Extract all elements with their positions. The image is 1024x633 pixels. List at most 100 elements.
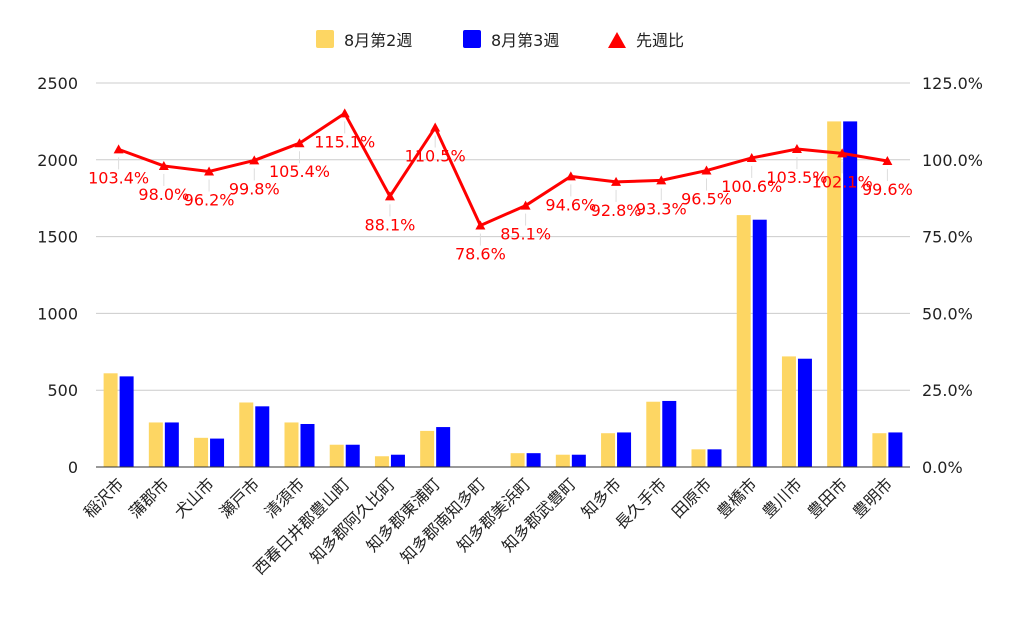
bar-week3 — [210, 438, 225, 467]
data-label: 96.2% — [184, 190, 235, 209]
bar-week3 — [662, 400, 677, 467]
bar-week2 — [736, 215, 751, 467]
data-label: 88.1% — [365, 215, 416, 234]
bar-week2 — [691, 449, 706, 467]
data-label: 103.5% — [766, 168, 827, 187]
category-label: 田原市 — [668, 474, 715, 521]
category-label: 豊田市 — [804, 474, 851, 521]
bar-week3 — [752, 219, 767, 467]
right-tick-label: 25.0% — [922, 381, 973, 400]
data-label: 115.1% — [314, 132, 375, 151]
data-label: 99.8% — [229, 179, 280, 198]
bar-week2 — [284, 422, 299, 467]
data-label: 99.6% — [862, 180, 913, 199]
data-label: 102.1% — [812, 172, 873, 191]
category-label: 豊川市 — [758, 474, 805, 521]
bar-week2 — [601, 433, 616, 467]
triangle-marker — [249, 155, 260, 165]
label-layer: 103.4%98.0%96.2%99.8%105.4% 115.1% 88.1% 11… — [88, 121, 913, 264]
category-label: 豊橋市 — [713, 474, 760, 521]
data-label: 78.6% — [455, 245, 506, 264]
triangle-marker — [204, 166, 215, 176]
left-tick-label: 1500 — [37, 228, 78, 247]
data-label: 94.6% — [545, 195, 596, 214]
legend: 8月第2週 8月第3週 先週比 — [316, 30, 684, 50]
triangle-marker — [565, 171, 576, 181]
legend-label: 8月第2週 — [344, 31, 412, 50]
bar-week2 — [510, 453, 525, 467]
category-label: 蒲郡市 — [125, 474, 172, 521]
bar-week3 — [436, 427, 451, 467]
triangle-marker — [746, 152, 757, 162]
triangle-marker — [656, 175, 667, 185]
right-tick-label: 100.0% — [922, 151, 983, 170]
line-senshuhi — [118, 111, 888, 228]
triangle-marker — [791, 144, 802, 154]
data-label: 110.5% — [405, 147, 466, 166]
left-tick-label: 1000 — [37, 304, 78, 323]
bar-week3 — [300, 423, 315, 467]
bar-layer — [103, 121, 903, 468]
right-tick-label: 75.0% — [922, 228, 973, 247]
bar-week2 — [103, 373, 118, 467]
legend-triangle-icon — [608, 32, 626, 48]
triangle-marker — [430, 122, 441, 132]
left-tick-label: 2500 — [37, 74, 78, 93]
bar-week2 — [239, 402, 254, 467]
category-label: 犬山市 — [170, 474, 217, 521]
legend-label: 8月第3週 — [491, 31, 559, 50]
triangle-marker — [611, 176, 622, 186]
bar-week3 — [888, 432, 903, 467]
right-tick-label: 0.0% — [922, 458, 963, 477]
data-label: 93.3% — [636, 199, 687, 218]
legend-swatch — [463, 30, 481, 48]
data-label: 92.8% — [591, 201, 642, 220]
bar-week2 — [555, 454, 570, 467]
triangle-marker — [475, 220, 486, 230]
left-tick-label: 0 — [68, 458, 78, 477]
legend-label: 先週比 — [636, 31, 684, 50]
data-label: 96.5% — [681, 190, 732, 209]
category-label: 稲沢市 — [80, 474, 127, 521]
triangle-marker — [837, 148, 848, 158]
bar-week2 — [148, 422, 163, 467]
bar-week3 — [390, 454, 405, 467]
bar-week2 — [827, 121, 842, 468]
data-label: 98.0% — [138, 185, 189, 204]
data-label: 105.4% — [269, 162, 330, 181]
bar-week2 — [781, 356, 796, 467]
bar-week3 — [843, 121, 858, 468]
triangle-marker — [384, 191, 395, 201]
data-label: 85.1% — [500, 225, 551, 244]
left-tick-label: 500 — [47, 381, 78, 400]
right-tick-label: 125.0% — [922, 74, 983, 93]
left-tick-label: 2000 — [37, 151, 78, 170]
bar-week3 — [255, 406, 270, 467]
legend-swatch — [316, 30, 334, 48]
triangle-marker — [520, 200, 531, 210]
bar-week3 — [119, 376, 134, 467]
bar-week2 — [329, 444, 344, 467]
triangle-marker — [113, 144, 124, 154]
bar-week2 — [646, 401, 661, 467]
triangle-marker — [294, 138, 305, 148]
bar-week3 — [707, 449, 722, 467]
triangle-marker — [158, 160, 169, 170]
line-layer — [113, 108, 893, 230]
right-tick-label: 50.0% — [922, 304, 973, 323]
triangle-marker — [339, 108, 350, 118]
bar-week3 — [797, 358, 812, 467]
category-label: 豊明市 — [849, 474, 896, 521]
data-label: 100.6% — [721, 177, 782, 196]
bar-week3 — [526, 453, 541, 467]
bar-week3 — [571, 454, 586, 467]
bar-week2 — [194, 437, 209, 467]
bar-week2 — [420, 430, 435, 467]
triangle-marker — [882, 156, 893, 166]
bar-week2 — [872, 433, 887, 467]
triangle-marker — [701, 165, 712, 175]
bar-week3 — [345, 444, 360, 467]
bar-week3 — [164, 422, 179, 467]
